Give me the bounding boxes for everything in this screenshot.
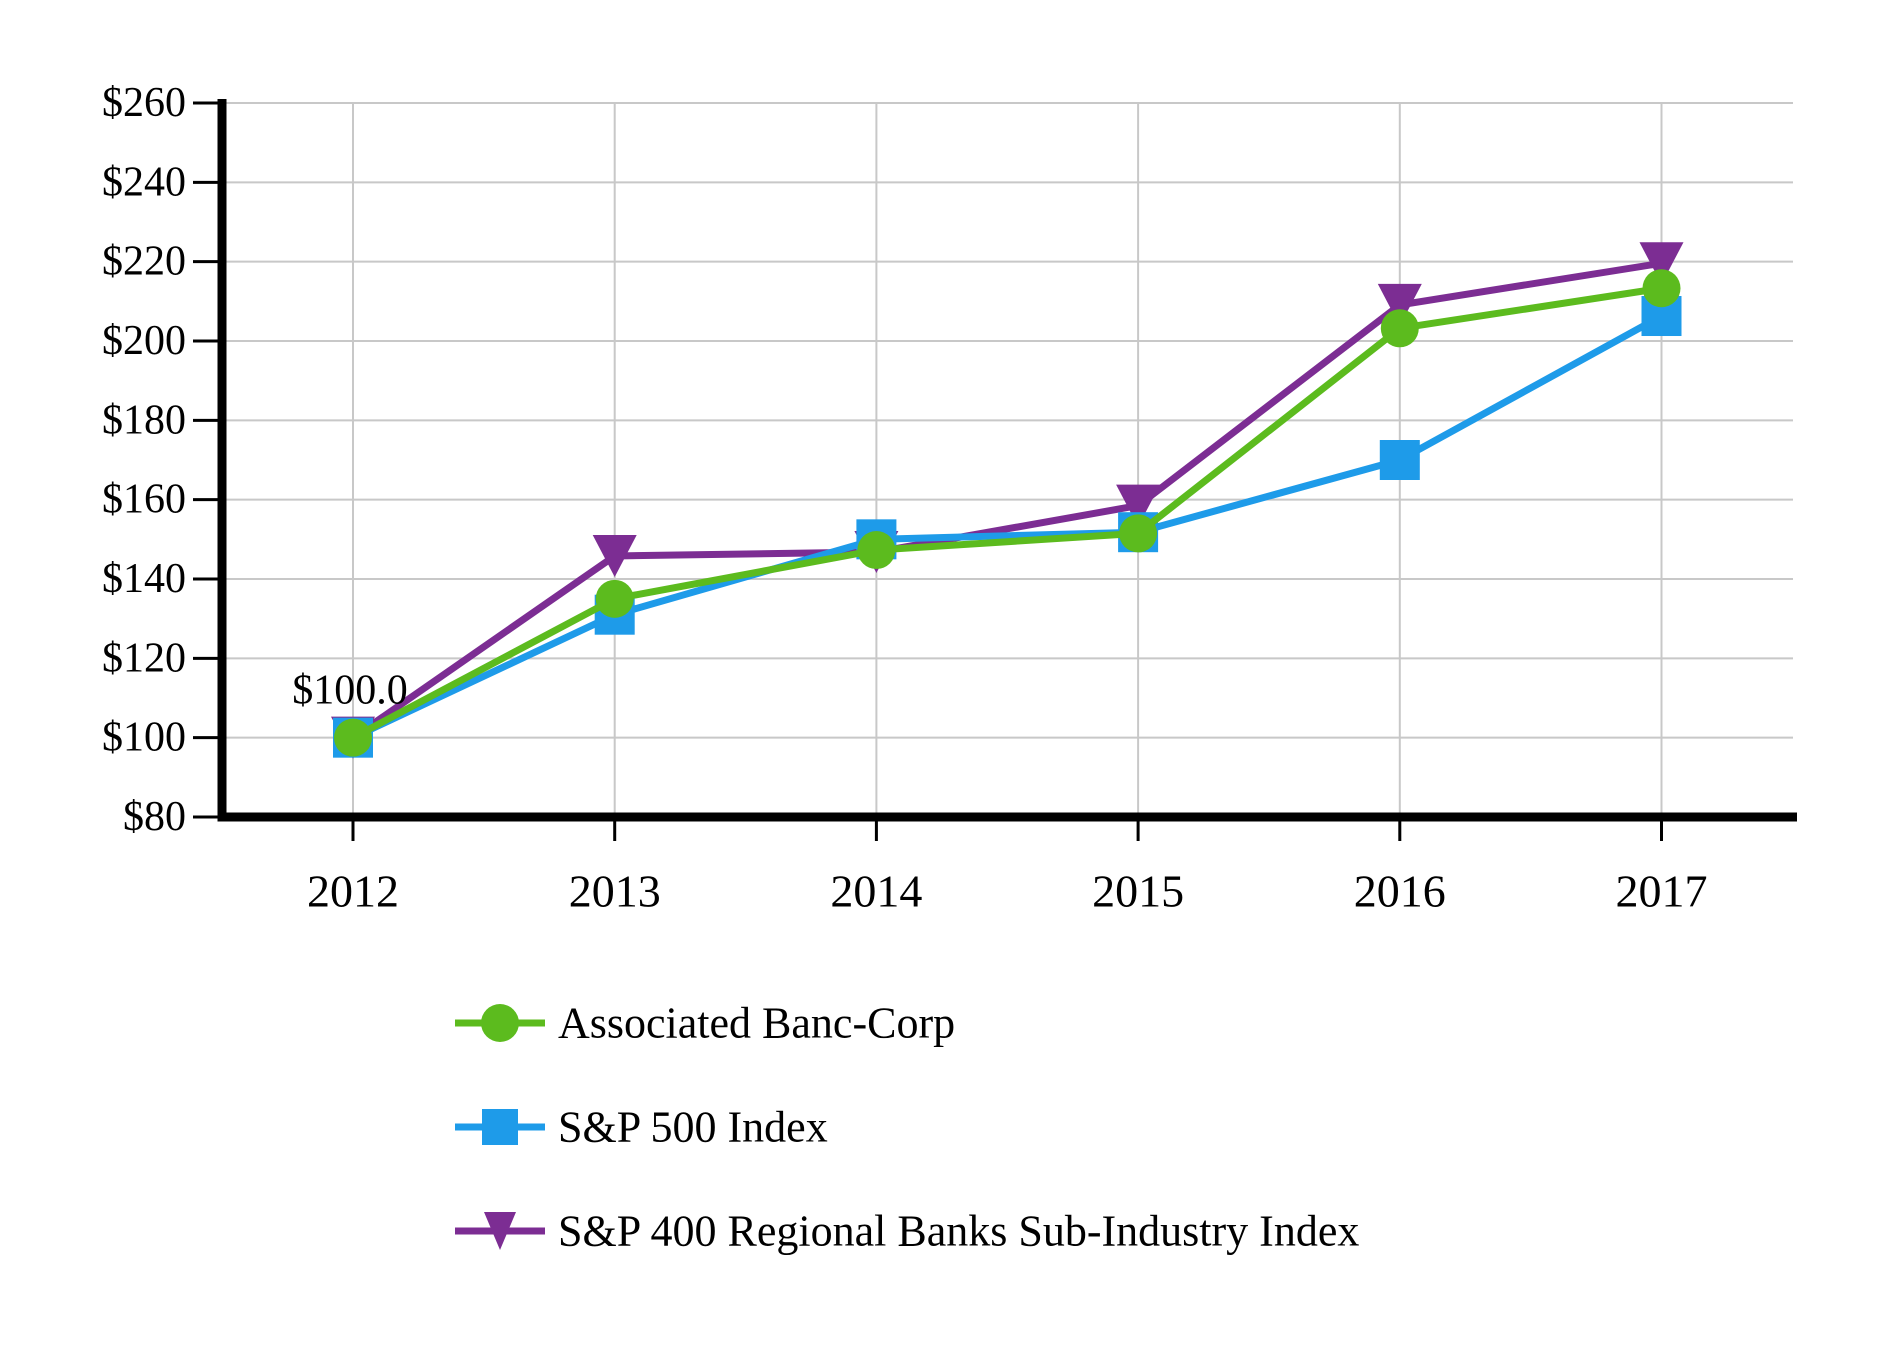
legend-label-s-p-500-index: S&P 500 Index xyxy=(558,1103,828,1152)
point-annotation: $100.0 xyxy=(292,668,408,714)
y-tick-label: $160 xyxy=(102,477,186,523)
x-tick-label: 2012 xyxy=(307,866,399,917)
x-tick-label: 2015 xyxy=(1092,866,1184,917)
legend-s-p-400-regional-banks-sub-industry-index-triangle-marker xyxy=(484,1212,516,1250)
series-s-p-400-regional-banks-sub-industry-index-triangle-marker xyxy=(592,534,637,577)
y-tick-label: $140 xyxy=(102,556,186,602)
y-tick-label: $200 xyxy=(102,318,186,364)
y-tick-label: $180 xyxy=(102,397,186,443)
series-s-p-500-index-square-marker xyxy=(1379,440,1420,480)
y-tick-label: $220 xyxy=(102,239,186,285)
x-tick-label: 2013 xyxy=(569,866,661,917)
series-s-p-400-regional-banks-sub-industry-index-triangle-marker xyxy=(1639,242,1684,285)
legend-label-s-p-400-regional-banks-sub-industry-index: S&P 400 Regional Banks Sub-Industry Inde… xyxy=(558,1207,1359,1256)
x-tick-label: 2017 xyxy=(1616,866,1708,917)
series-associated-banc-corp-circle-marker xyxy=(857,531,896,570)
x-tick-label: 2014 xyxy=(830,866,922,917)
series-s-p-400-regional-banks-sub-industry-index-triangle-marker xyxy=(1377,283,1422,326)
series-associated-banc-corp-circle-marker xyxy=(334,718,372,757)
legend-associated-banc-corp-circle-marker xyxy=(481,1004,519,1042)
y-tick-label: $240 xyxy=(102,159,186,205)
y-tick-label: $80 xyxy=(123,794,186,840)
series-line-s-p-400-regional-banks-sub-industry-index xyxy=(351,259,1663,741)
series-s-p-400-regional-banks-sub-industry-index-triangle-marker xyxy=(1116,484,1161,527)
series-associated-banc-corp-circle-marker xyxy=(1119,514,1158,553)
series-line-associated-banc-corp xyxy=(351,284,1663,741)
x-tick-label: 2016 xyxy=(1354,866,1446,917)
series-line-s-p-500-index xyxy=(351,312,1664,741)
y-tick-label: $100 xyxy=(102,715,186,761)
y-tick-label: $120 xyxy=(102,635,186,681)
legend-label-associated-banc-corp: Associated Banc-Corp xyxy=(558,999,955,1048)
series-associated-banc-corp-circle-marker xyxy=(1380,309,1419,348)
series-associated-banc-corp-circle-marker xyxy=(1642,269,1681,308)
series-associated-banc-corp-circle-marker xyxy=(595,579,634,618)
legend-s-p-500-index-square-marker xyxy=(482,1109,518,1145)
y-tick-label: $260 xyxy=(102,80,186,126)
